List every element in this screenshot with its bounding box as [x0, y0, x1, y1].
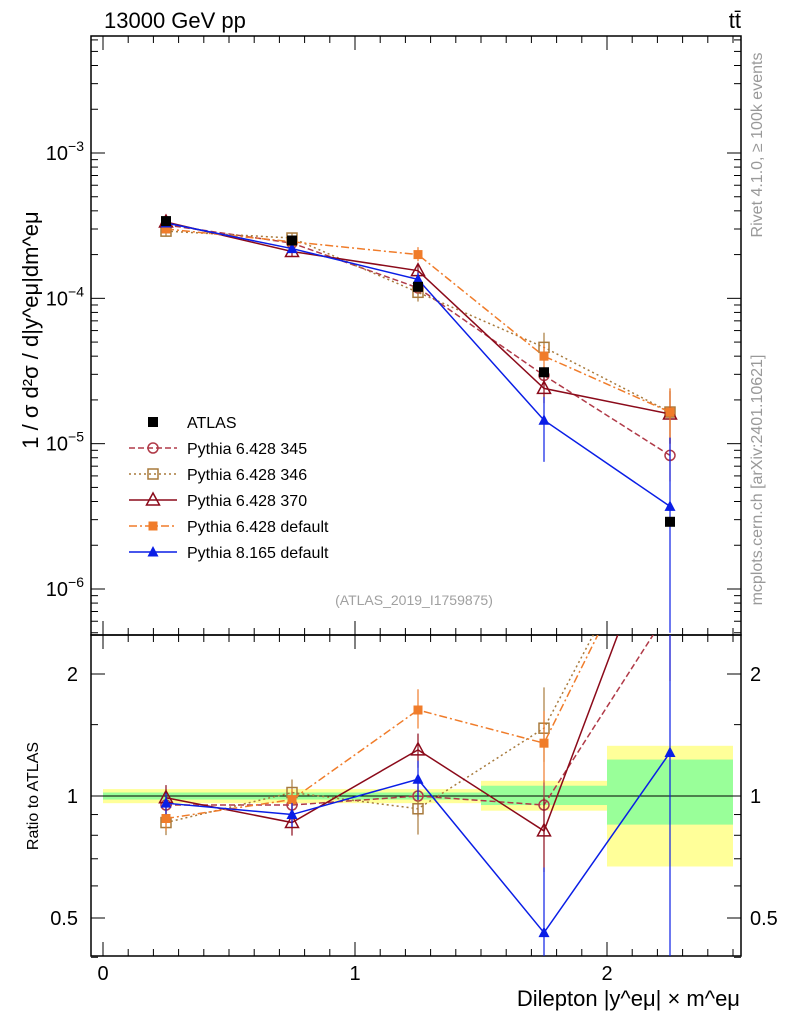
legend-marker-2 — [147, 468, 159, 480]
legend-label-4: Pythia 6.428 default — [187, 519, 329, 536]
x-tick-label-2: 2 — [601, 963, 612, 985]
ratio-tick-label-right-1: 1 — [750, 786, 761, 808]
ratio-axis-title: Ratio to ATLAS — [25, 742, 42, 850]
atlas-point-1 — [287, 235, 297, 246]
y-tick-label--3: 10−3 — [46, 138, 84, 165]
point-p6def-3 — [539, 351, 549, 361]
legend-label-1: Pythia 6.428 345 — [187, 441, 307, 458]
ratio-series-group — [158, 635, 676, 956]
ratio-point-p370-1 — [284, 813, 300, 829]
header-process: tt̄ — [729, 8, 741, 33]
legend-label-2: Pythia 6.428 346 — [187, 467, 307, 484]
analysis-label: (ATLAS_2019_I1759875) — [335, 592, 493, 608]
legend-marker-5 — [147, 546, 159, 557]
atlas-data-layer — [161, 216, 675, 527]
ratio-point-p8def-1 — [286, 808, 298, 820]
x-tick-label-1: 1 — [349, 963, 360, 985]
point-p8def-4 — [664, 500, 676, 511]
ratio-point-p346-2 — [412, 803, 424, 815]
point-p8def-1 — [286, 242, 298, 254]
ratio-point-p370-3 — [536, 822, 552, 837]
ratio-point-p6def-1 — [287, 795, 297, 805]
ratio-tick-label-right-0.5: 0.5 — [750, 908, 778, 930]
y-axis-title: 1 / σ d²σ / d|y^eμ|dm^eμ — [18, 211, 43, 448]
header-energy: 13000 GeV pp — [104, 8, 246, 33]
ratio-point-p8def-3 — [538, 926, 550, 938]
ratio-tick-label-left-2: 2 — [67, 664, 78, 686]
atlas-point-4 — [665, 516, 675, 527]
legend-marker-1 — [147, 442, 159, 454]
y-tick-label--6: 10−6 — [46, 574, 84, 601]
atlas-point-2 — [413, 281, 423, 292]
legend-marker-0 — [148, 417, 158, 427]
mcplots-label: mcplots.cern.ch [arXiv:2401.10621] — [749, 355, 766, 606]
point-p6def-0 — [161, 224, 171, 234]
ratio-line-p6def — [165, 635, 599, 820]
point-p6def-2 — [413, 250, 423, 260]
series-line-p6def — [165, 228, 671, 413]
axis-ticks: 0 1 2 10−6 10−5 10−4 10−3 0.5 0.5 1 1 2 2 — [46, 36, 778, 985]
ratio-point-p8def-4 — [664, 746, 676, 758]
legend-label-0: ATLAS — [187, 415, 237, 432]
point-p6def-4 — [665, 407, 675, 417]
point-p8def-2 — [412, 273, 424, 284]
ratio-point-p8def-0 — [160, 797, 172, 808]
mc-series-layer — [158, 213, 678, 956]
legend-label-3: Pythia 6.428 370 — [187, 493, 307, 510]
ratio-tick-label-left-1: 1 — [67, 786, 78, 808]
ratio-point-p370-2 — [410, 741, 426, 756]
point-p370-3 — [536, 379, 552, 395]
point-p8def-3 — [538, 414, 550, 425]
ratio-tick-label-right-2: 2 — [750, 664, 761, 686]
atlas-point-3 — [539, 367, 549, 378]
atlas-uncertainty-bands — [91, 745, 741, 867]
y-tick-label--4: 10−4 — [46, 283, 84, 310]
ratio-point-p8def-2 — [412, 773, 424, 784]
rivet-version-label: Rivet 4.1.0, ≥ 100k events — [749, 53, 766, 238]
ratio-tick-label-left-0.5: 0.5 — [50, 908, 78, 930]
x-tick-label-0: 0 — [97, 963, 108, 985]
main-series-group — [158, 213, 678, 633]
ratio-point-p6def-3 — [539, 738, 549, 748]
legend-marker-3 — [145, 491, 161, 506]
ratio-point-p6def-0 — [161, 813, 171, 823]
atlas-point-0 — [161, 216, 171, 227]
y-tick-label--5: 10−5 — [46, 429, 84, 456]
legend: ATLAS Pythia 6.428 345 Pythia 6.428 346 Pyt… — [129, 415, 329, 562]
legend-marker-4 — [148, 521, 158, 531]
x-axis-title: Dilepton |y^eμ| × m^eμ — [517, 986, 740, 1011]
legend-label-5: Pythia 8.165 default — [187, 545, 329, 562]
ratio-point-p6def-2 — [413, 705, 423, 715]
